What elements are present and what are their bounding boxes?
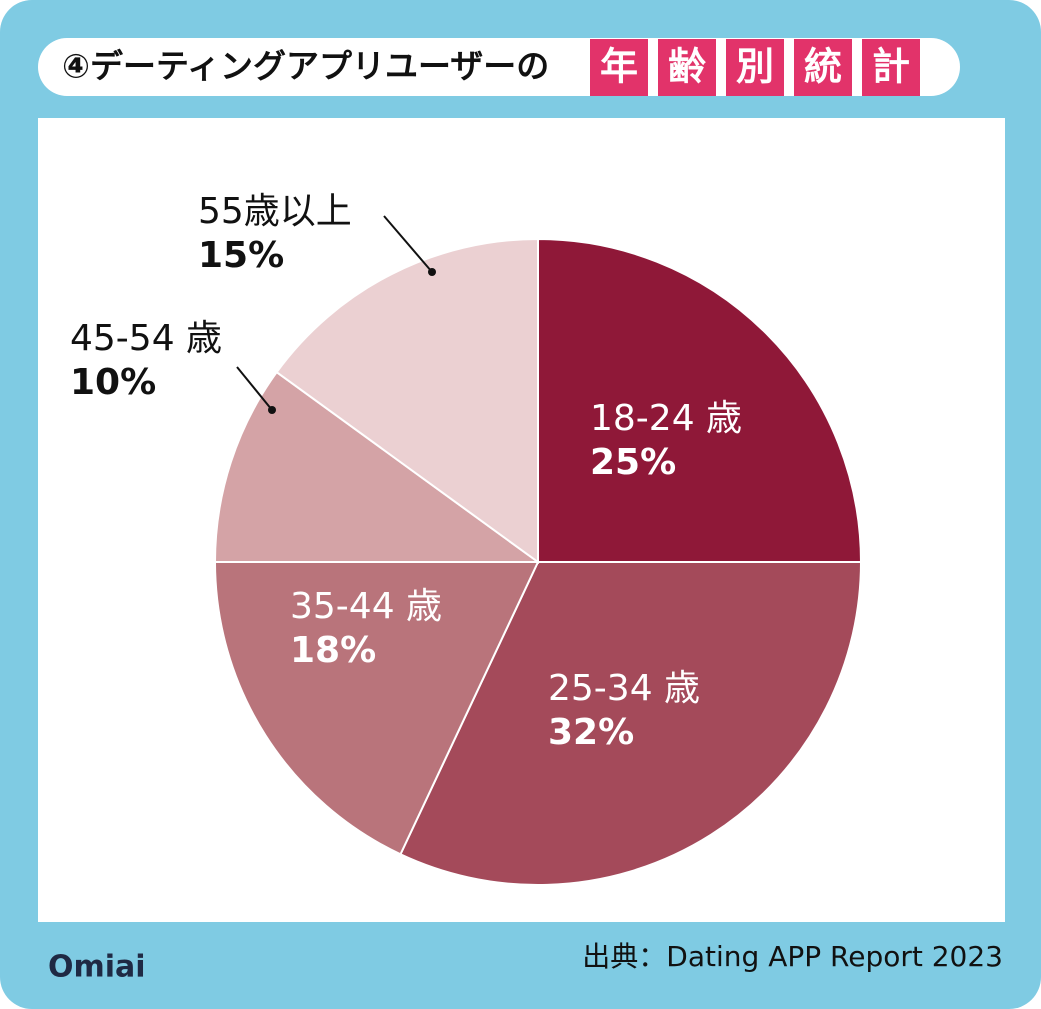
- slice-label: 35-44 歳: [290, 586, 442, 627]
- slice-label: 18-24 歳: [590, 398, 742, 439]
- title-highlight-char: 統: [804, 45, 842, 89]
- title-highlight-char: 別: [736, 45, 774, 89]
- chart-title: ④デーティングアプリユーザーの: [62, 47, 549, 86]
- slice-label: 55歳以上: [198, 191, 352, 232]
- title-highlight-box: [862, 39, 920, 96]
- leader-dot: [428, 268, 436, 276]
- title-highlight-char: 年: [600, 45, 638, 89]
- slice-value-label: 18%: [290, 630, 376, 671]
- slice-value-label: 15%: [198, 235, 284, 276]
- slice-label: 25-34 歳: [548, 668, 700, 709]
- slice-label: 45-54 歳: [70, 318, 222, 359]
- title-highlight-box: [726, 39, 784, 96]
- pie-slice: [275, 237, 539, 564]
- leader-line: [236, 366, 273, 411]
- pie-slice: [399, 561, 863, 886]
- source: 出典：Dating APP Report 2023: [582, 940, 1003, 973]
- leader-line: [383, 215, 433, 273]
- pie-slice: [213, 370, 542, 563]
- pie-slice: [537, 237, 863, 563]
- title-highlight-box: [590, 39, 648, 96]
- logo: Omiai: [48, 950, 146, 985]
- slice-value-label: 32%: [548, 712, 634, 753]
- leader-dot: [268, 406, 276, 414]
- slice-value-label: 10%: [70, 362, 156, 403]
- title-highlight-char: 齢: [668, 45, 706, 89]
- pie-slice: [213, 561, 540, 856]
- title-highlight-char: 計: [872, 45, 910, 89]
- slice-value-label: 25%: [590, 442, 676, 483]
- title-highlight-box: [794, 39, 852, 96]
- title-highlight-box: [658, 39, 716, 96]
